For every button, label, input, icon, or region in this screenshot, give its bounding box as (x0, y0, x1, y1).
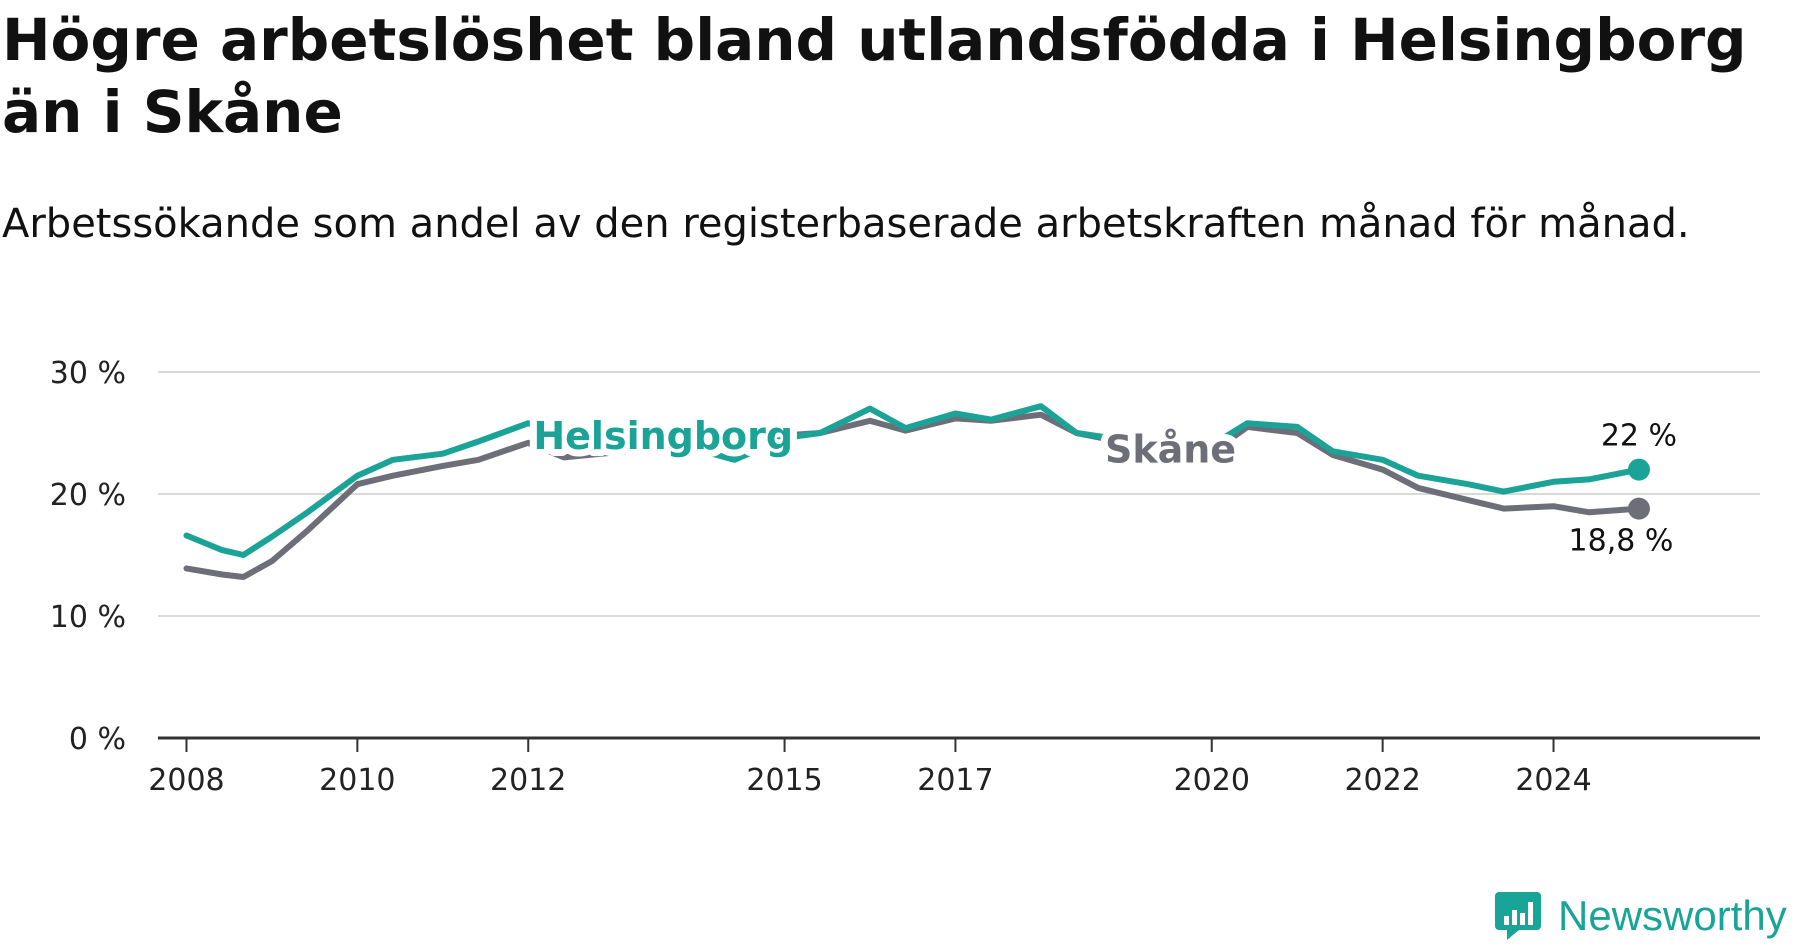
y-tick-label: 20 % (50, 478, 126, 513)
y-tick-label: 10 % (50, 600, 126, 635)
series-layer (183, 403, 1650, 580)
end-value-label: 22 % (1601, 419, 1677, 454)
x-tick-label: 2008 (148, 763, 224, 798)
series-end-point (1627, 458, 1650, 481)
bar-chart-icon (1495, 892, 1541, 940)
grid-layer (158, 371, 1760, 617)
x-tick-label: 2015 (746, 763, 822, 798)
x-tick-label: 2010 (319, 763, 395, 798)
chart-title: Högre arbetslöshet bland utlandsfödda i … (2, 6, 1747, 146)
brand-name: Newsworthy (1558, 892, 1787, 939)
series-end-point (1627, 497, 1650, 520)
series-label: Helsingborg (533, 414, 793, 458)
y-tick-label: 30 % (50, 356, 126, 391)
x-tick-label: 2024 (1515, 763, 1591, 798)
series-label: Skåne (1105, 427, 1236, 471)
x-tick-label: 2020 (1174, 763, 1250, 798)
axis-layer: 0 % 10 % 20 % 30 % 2008 2010 2012 2015 2017 2020 2… (50, 356, 1760, 798)
newsworthy-logo: Newsworthy (1493, 890, 1793, 940)
line-chart: 0 % 10 % 20 % 30 % 2008 2010 2012 2015 2017 2020 2… (50, 356, 1760, 798)
x-tick-label: 2012 (490, 763, 566, 798)
chart-subtitle: Arbetssökande som andel av den registerb… (2, 201, 1690, 247)
end-value-label: 18,8 % (1569, 524, 1674, 559)
x-tick-label: 2022 (1344, 763, 1420, 798)
x-tick-label: 2017 (917, 763, 993, 798)
series-label-halo: Helsingborg (533, 414, 793, 458)
series-line-skne (183, 411, 1642, 580)
series-line-helsingborg (183, 403, 1642, 558)
y-tick-label: 0 % (69, 722, 126, 757)
series-label-halo: Skåne (1105, 427, 1236, 471)
